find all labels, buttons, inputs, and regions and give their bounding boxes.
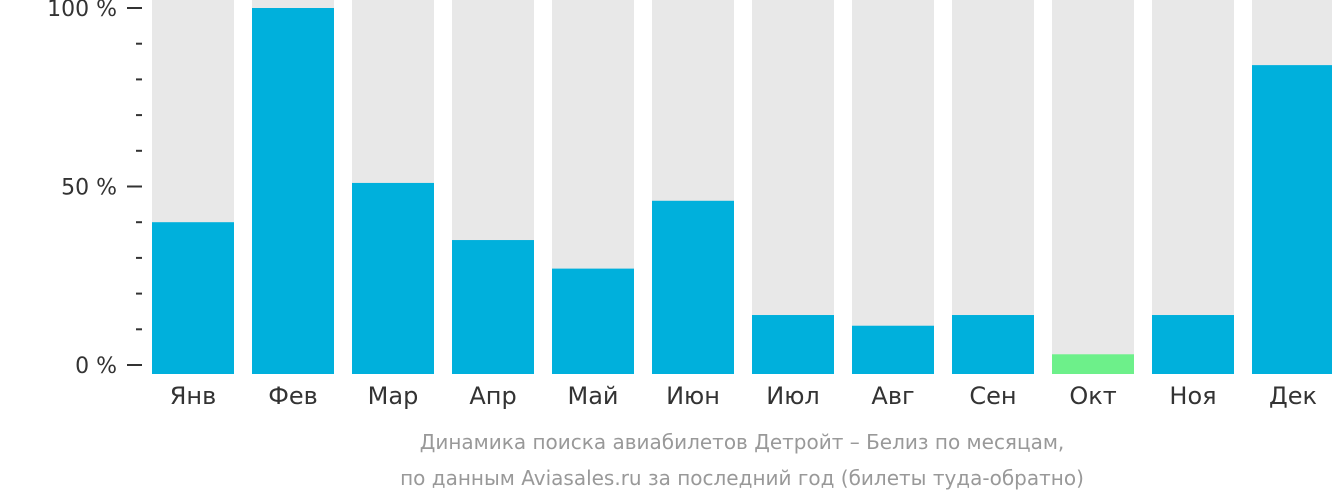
y-tick-label: 0 % <box>75 354 117 379</box>
x-axis-labels: Янв Фев Мар Апр Май Июн Июл Авг Сен Окт Ноя Дек <box>170 382 1317 410</box>
bar-track <box>852 0 934 374</box>
x-tick-label: Ноя <box>1169 382 1216 410</box>
bar <box>1052 354 1134 374</box>
y-tick-label: 50 % <box>61 176 117 201</box>
x-tick-label: Май <box>567 382 618 410</box>
bar <box>752 315 834 374</box>
bar-track <box>1152 0 1234 374</box>
x-tick-label: Мар <box>368 382 419 410</box>
bar <box>452 240 534 374</box>
bars <box>152 0 1332 375</box>
x-tick-label: Дек <box>1269 382 1317 410</box>
caption-line-2: по данным Aviasales.ru за последний год … <box>400 466 1084 490</box>
x-tick-label: Апр <box>469 382 516 410</box>
caption-line-1: Динамика поиска авиабилетов Детройт – Бе… <box>419 430 1065 454</box>
bar <box>552 268 634 374</box>
bar-track <box>752 0 834 374</box>
bar <box>152 222 234 374</box>
x-tick-label: Июн <box>666 382 720 410</box>
bar-track <box>1052 0 1134 374</box>
x-tick-label: Июл <box>766 382 820 410</box>
bar <box>1152 315 1234 374</box>
bar <box>1252 65 1332 375</box>
x-tick-label: Окт <box>1069 382 1116 410</box>
bar <box>952 315 1034 374</box>
x-tick-label: Янв <box>170 382 217 410</box>
bar-track <box>952 0 1034 374</box>
bar <box>252 8 334 374</box>
bar <box>652 200 734 374</box>
y-axis: 0 % 50 % 100 % <box>47 0 142 379</box>
y-tick-label: 100 % <box>47 0 117 22</box>
bar <box>852 325 934 374</box>
x-tick-label: Сен <box>969 382 1016 410</box>
bar <box>352 182 434 374</box>
x-tick-label: Фев <box>268 382 318 410</box>
x-tick-label: Авг <box>871 382 914 410</box>
